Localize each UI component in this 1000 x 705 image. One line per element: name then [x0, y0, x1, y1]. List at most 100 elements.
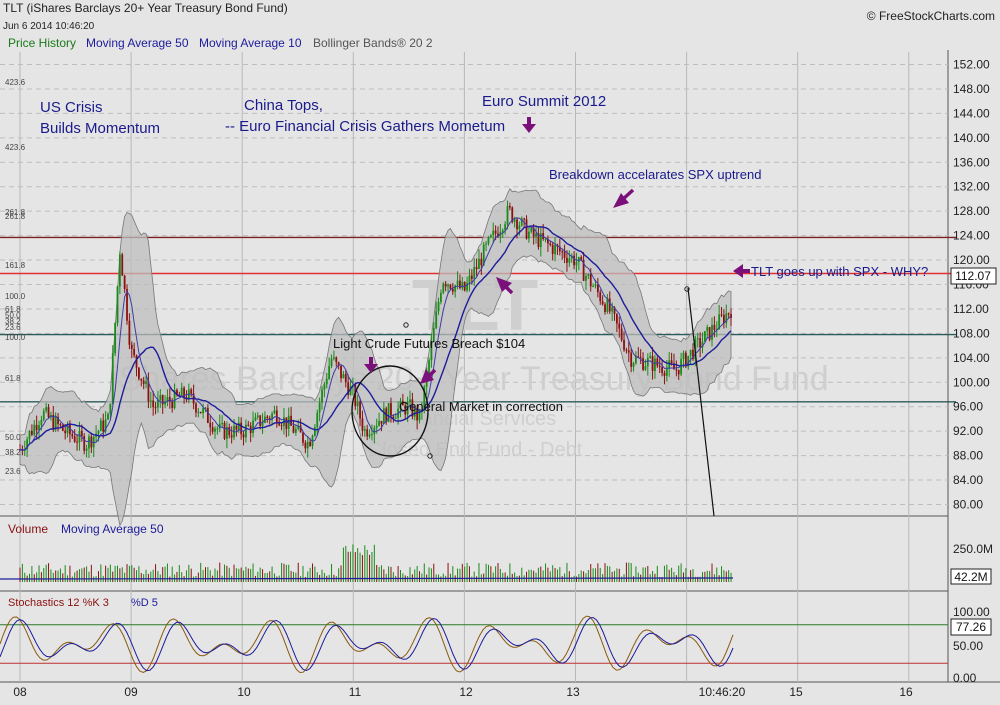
candle-body: [83, 436, 86, 451]
candle-body: [661, 367, 663, 373]
marker-dot: [684, 286, 690, 292]
candle-body: [387, 403, 390, 423]
bollinger-band-area: [19, 188, 732, 527]
annotation-china-tops-line1: China Tops,: [244, 97, 323, 114]
candle-body: [459, 280, 461, 289]
candle-body: [335, 357, 338, 363]
candle-body: [423, 386, 426, 411]
candle-body: [703, 331, 706, 342]
candle-body: [349, 386, 352, 395]
candle-body: [482, 244, 485, 266]
candle-body: [242, 434, 245, 438]
candle-body: [78, 430, 81, 443]
candle-body: [447, 284, 449, 287]
candle-body: [130, 344, 133, 349]
candle-body: [228, 427, 231, 436]
candle-body: [589, 274, 592, 287]
candle-body: [551, 244, 554, 255]
candle-body: [145, 381, 147, 384]
price-tick-label: 84.00: [953, 473, 983, 487]
stoch-d-label: %D 5: [131, 597, 158, 609]
fib-level-label: 423.6: [5, 143, 26, 152]
price-tick-label: 136.00: [953, 155, 990, 169]
fib-level-label: 50.0: [5, 311, 21, 320]
candle-body: [114, 322, 117, 354]
fib-level-label: 261.8: [5, 208, 26, 217]
candle-body: [328, 365, 331, 379]
correction-circle[interactable]: [351, 365, 429, 457]
candle-body: [123, 275, 126, 289]
candle-body: [38, 425, 40, 431]
candle-body: [723, 314, 725, 324]
candle-body: [440, 292, 442, 302]
candle-body: [547, 238, 549, 244]
candle-body: [294, 429, 297, 433]
candle-body: [361, 418, 364, 431]
price-tick-label: 144.00: [953, 106, 990, 120]
candle-body: [52, 415, 55, 430]
candle-body: [613, 307, 616, 314]
candle-body: [344, 374, 347, 383]
fib-level-label: 61.8: [5, 374, 21, 383]
candle-body: [563, 251, 566, 258]
candle-body: [523, 218, 526, 220]
candle-body: [392, 416, 395, 418]
candle-body: [254, 417, 257, 421]
candle-body: [582, 259, 585, 281]
candle-body: [33, 424, 36, 435]
legend-ma50[interactable]: Moving Average 50: [86, 36, 189, 50]
candle-body: [525, 219, 528, 239]
candle-body: [654, 358, 656, 372]
candle-body: [468, 275, 471, 283]
legend-ma10[interactable]: Moving Average 10: [199, 36, 302, 50]
time-tick-label: 12: [459, 685, 473, 699]
legend-bollinger[interactable]: Bollinger Bands® 20 2: [313, 36, 433, 50]
candle-body: [47, 407, 50, 418]
candle-body: [340, 365, 342, 379]
candle-body: [382, 408, 385, 424]
candle-body: [318, 402, 321, 413]
candle-body: [466, 282, 468, 291]
price-tick-label: 96.00: [953, 400, 983, 414]
candle-body: [682, 352, 685, 359]
candle-body: [73, 436, 76, 442]
candle-body: [271, 413, 273, 420]
price-tick-label: 92.00: [953, 424, 983, 438]
candle-body: [454, 285, 457, 292]
fib-level-label: 261.8: [5, 212, 26, 221]
candle-body: [730, 314, 732, 318]
candle-body: [428, 360, 430, 373]
candle-body: [54, 416, 57, 430]
candle-body: [487, 237, 490, 244]
price-tick-label: 112.00: [953, 302, 989, 316]
candle-body: [214, 428, 216, 432]
candle-body: [171, 401, 174, 409]
candle-body: [373, 427, 376, 435]
candle-body: [107, 413, 109, 420]
candle-body: [154, 407, 157, 409]
volume-last-value: 42.2M: [954, 570, 987, 584]
candle-body: [456, 280, 459, 286]
volume-ma-line: [0, 577, 734, 580]
candle-body: [604, 304, 606, 313]
candle-body: [520, 218, 523, 226]
candle-body: [570, 255, 573, 259]
fib-level-label: 23.6: [5, 323, 21, 332]
candle-body: [102, 420, 105, 432]
candle-body: [411, 399, 414, 417]
candle-body: [204, 407, 207, 409]
candle-body: [26, 439, 29, 450]
price-tick-label: 88.00: [953, 449, 983, 463]
candle-body: [206, 407, 209, 423]
fib-level-label: 38.2: [5, 448, 21, 457]
candle-body: [116, 286, 119, 323]
candle-body: [442, 283, 445, 293]
legend-price-history[interactable]: Price History: [8, 36, 76, 50]
candle-body: [138, 367, 140, 379]
trend-drawing-line[interactable]: [687, 287, 715, 517]
candle-body: [489, 235, 492, 238]
stoch-tick-0: 0.00: [953, 671, 977, 685]
candle-body: [508, 206, 511, 208]
candle-body: [625, 349, 628, 351]
